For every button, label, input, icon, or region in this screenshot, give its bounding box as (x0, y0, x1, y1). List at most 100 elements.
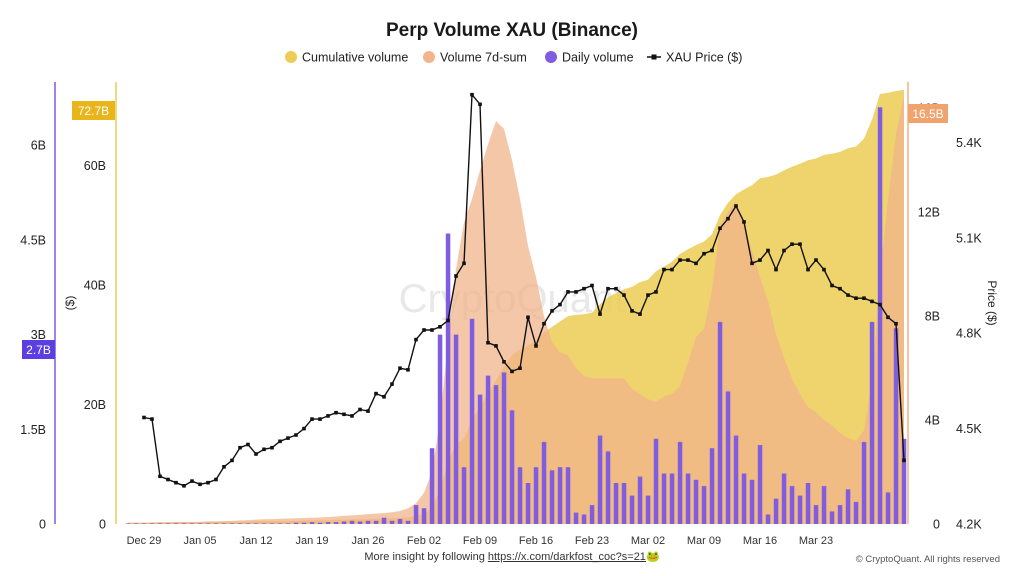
daily-volume-bar (757, 445, 763, 524)
price-point (454, 274, 458, 278)
daily-volume-bar (805, 483, 811, 524)
price-point (190, 479, 194, 483)
price-point (830, 283, 834, 288)
price-point (734, 204, 738, 208)
price-point (502, 360, 506, 364)
daily-volume-bar (253, 523, 259, 524)
daily-volume-bar (285, 523, 291, 524)
price-point (550, 309, 554, 313)
price-point (854, 296, 858, 300)
price-point (894, 321, 898, 326)
price-point (766, 248, 770, 253)
sum7d-axis-tick: 8B (925, 310, 940, 324)
daily-volume-bar (581, 514, 587, 524)
price-point (614, 286, 618, 291)
daily-volume-bar (613, 483, 619, 524)
daily-volume-bar (565, 467, 571, 524)
daily-volume-bar (413, 505, 419, 524)
price-point (350, 414, 354, 418)
daily-volume-bar (213, 523, 219, 524)
legend-item-7d-sum[interactable]: Volume 7d-sum (423, 51, 527, 65)
legend-label-daily: Daily volume (562, 51, 634, 65)
price-point (870, 299, 874, 304)
daily-volume-bar (869, 321, 875, 524)
price-point (774, 267, 778, 272)
price-point (262, 447, 266, 452)
price-point (310, 417, 314, 421)
daily-volume-bar (397, 518, 403, 524)
price-line-group (142, 92, 906, 488)
sum7d-axis-tick: 4B (925, 414, 940, 428)
cumulative-axis-tick: 0 (99, 518, 106, 532)
legend-item-price[interactable]: XAU Price ($) (647, 51, 742, 65)
daily-volume-bar (197, 523, 203, 524)
price-point (510, 369, 514, 374)
daily-axis-tick: 0 (39, 518, 46, 532)
price-point (406, 368, 410, 372)
sum7d-badge-bg (908, 104, 948, 123)
sum7d-axis-tick: 12B (918, 206, 940, 220)
daily-volume-bar (405, 520, 411, 524)
price-point (342, 412, 346, 417)
price-point (198, 482, 202, 487)
legend-item-cumulative[interactable]: Cumulative volume (285, 51, 408, 65)
sum7d-area-group (128, 95, 904, 524)
daily-axis-tick: 6B (31, 139, 46, 153)
price-point (742, 220, 746, 224)
price-point (718, 226, 722, 231)
daily-axis-tick: 1.5B (20, 423, 46, 437)
price-point (558, 302, 562, 307)
daily-volume-bar (293, 522, 299, 524)
legend-item-daily[interactable]: Daily volume (545, 51, 634, 65)
price-point (478, 102, 482, 107)
footer-text: More insight by following (364, 551, 488, 563)
price-point (566, 290, 570, 294)
daily-bars-group (125, 107, 907, 525)
cumulative-badge-bg (72, 101, 115, 120)
daily-volume-bar (437, 334, 443, 524)
price-point (358, 407, 362, 412)
price-point (470, 92, 474, 97)
legend-label-price: XAU Price ($) (666, 51, 742, 65)
daily-volume-bar (893, 328, 899, 524)
legend-swatch-price-marker (651, 54, 657, 60)
daily-volume-bar (461, 467, 467, 524)
price-point (606, 286, 610, 291)
footer-link[interactable]: https://x.com/darkfost_coc?s=21 (487, 551, 646, 563)
sum7d-axis-tick: 0 (933, 518, 940, 532)
daily-volume-bar (837, 505, 843, 524)
price-axis-title: Price ($) (985, 280, 999, 325)
daily-volume-bar (709, 448, 715, 524)
price-point (902, 458, 906, 463)
daily-volume-bar (277, 523, 283, 524)
daily-volume-bar (325, 522, 331, 524)
price-point (662, 267, 666, 272)
price-point (822, 267, 826, 272)
price-point (382, 395, 386, 399)
daily-volume-bar (389, 520, 395, 524)
price-point (182, 484, 186, 488)
daily-volume-bar (637, 476, 643, 524)
x-axis-tick: Jan 05 (183, 535, 216, 547)
price-point (598, 312, 602, 316)
price-point (286, 436, 290, 440)
price-point (318, 417, 322, 421)
daily-volume-bar (573, 512, 579, 524)
x-axis-tick: Dec 29 (127, 535, 162, 547)
cumulative-badge-text: 72.7B (78, 104, 109, 118)
daily-volume-bar (133, 523, 139, 524)
sum7d-last-value-badge: 16.5B (908, 104, 948, 123)
daily-volume-bar (541, 441, 547, 524)
price-point (246, 442, 250, 447)
x-axis-tick: Jan 26 (351, 535, 384, 547)
x-axis-tick: Jan 12 (239, 535, 272, 547)
price-point (798, 242, 802, 246)
daily-axis-tick: 4.5B (20, 233, 46, 247)
daily-volume-bar (485, 375, 491, 524)
price-point (622, 293, 626, 297)
legend: Cumulative volume Volume 7d-sum Daily vo… (285, 51, 742, 65)
x-axis-tick: Mar 16 (743, 535, 777, 547)
daily-volume-bar (725, 391, 731, 524)
price-point (206, 480, 210, 485)
price-axis-tick: 4.8K (956, 327, 982, 341)
